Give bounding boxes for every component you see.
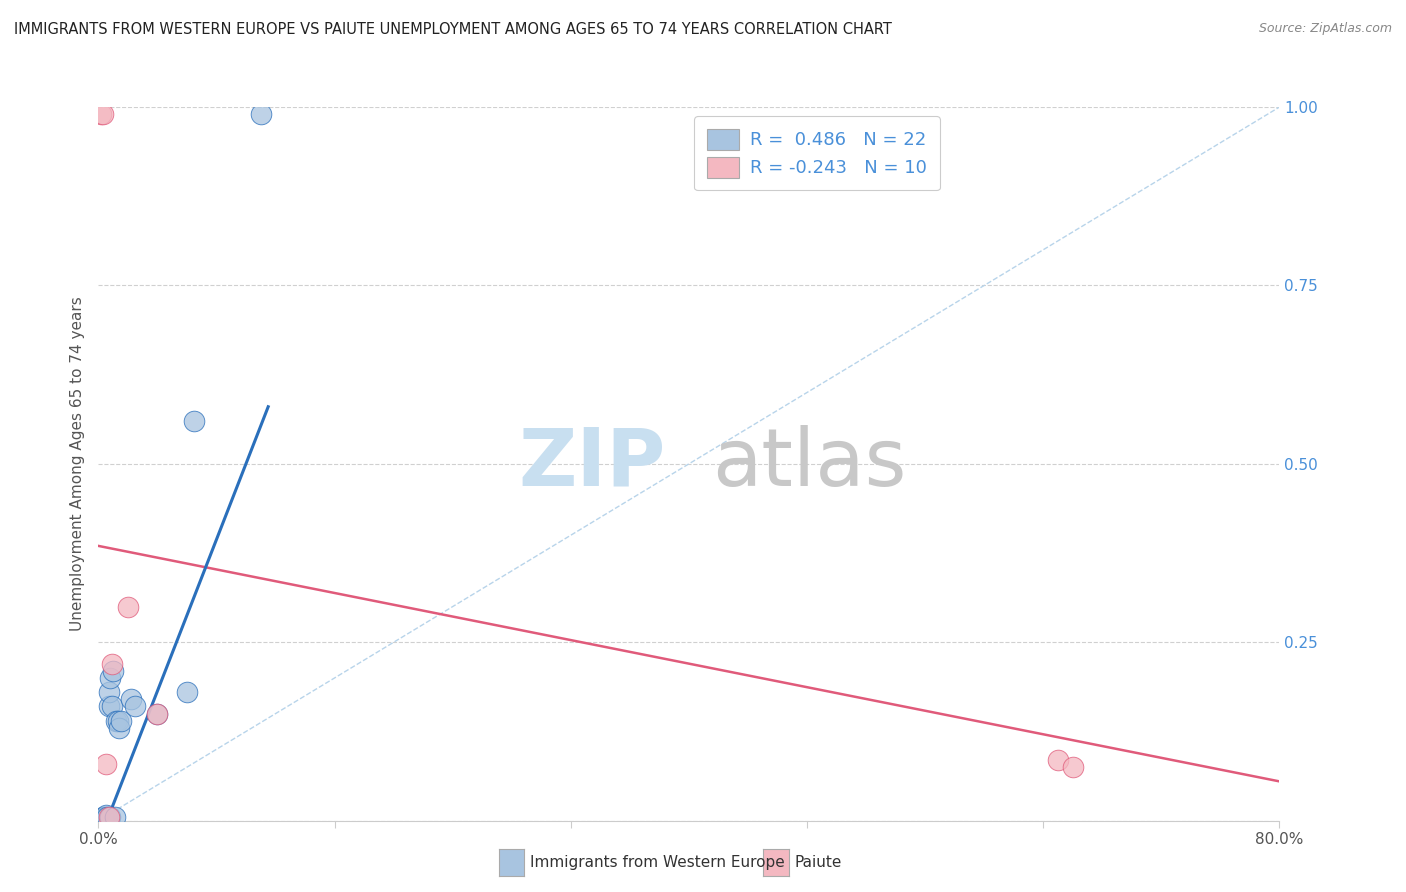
Point xyxy=(94,756,117,771)
Point xyxy=(100,699,122,714)
Point xyxy=(1046,753,1069,767)
Point xyxy=(104,810,127,824)
Point xyxy=(93,810,115,824)
Text: Source: ZipAtlas.com: Source: ZipAtlas.com xyxy=(1258,22,1392,36)
Text: atlas: atlas xyxy=(713,425,907,503)
Y-axis label: Unemployment Among Ages 65 to 74 years: Unemployment Among Ages 65 to 74 years xyxy=(69,296,84,632)
Text: Immigrants from Western Europe: Immigrants from Western Europe xyxy=(530,855,785,870)
Point xyxy=(103,664,125,678)
Point xyxy=(146,706,169,721)
Point xyxy=(94,808,117,822)
Point xyxy=(110,714,132,728)
Point xyxy=(105,714,128,728)
Point xyxy=(250,107,273,121)
Point xyxy=(1062,760,1084,774)
Point xyxy=(183,414,205,428)
Text: IMMIGRANTS FROM WESTERN EUROPE VS PAIUTE UNEMPLOYMENT AMONG AGES 65 TO 74 YEARS : IMMIGRANTS FROM WESTERN EUROPE VS PAIUTE… xyxy=(14,22,891,37)
Point xyxy=(100,657,122,671)
Point xyxy=(98,810,121,824)
Point xyxy=(91,107,114,121)
Text: ZIP: ZIP xyxy=(517,425,665,503)
Point xyxy=(146,706,169,721)
Point xyxy=(90,107,112,121)
Legend: R =  0.486   N = 22, R = -0.243   N = 10: R = 0.486 N = 22, R = -0.243 N = 10 xyxy=(695,116,939,190)
Text: Paiute: Paiute xyxy=(794,855,842,870)
Point xyxy=(124,699,146,714)
Point xyxy=(98,671,121,685)
Point xyxy=(107,714,129,728)
Point xyxy=(96,810,118,824)
Point xyxy=(91,810,114,824)
Point xyxy=(97,810,120,824)
Point xyxy=(97,685,120,699)
Point xyxy=(120,692,142,706)
Point xyxy=(176,685,198,699)
Point xyxy=(94,810,117,824)
Point xyxy=(97,699,120,714)
Point xyxy=(108,721,131,735)
Point xyxy=(117,599,139,614)
